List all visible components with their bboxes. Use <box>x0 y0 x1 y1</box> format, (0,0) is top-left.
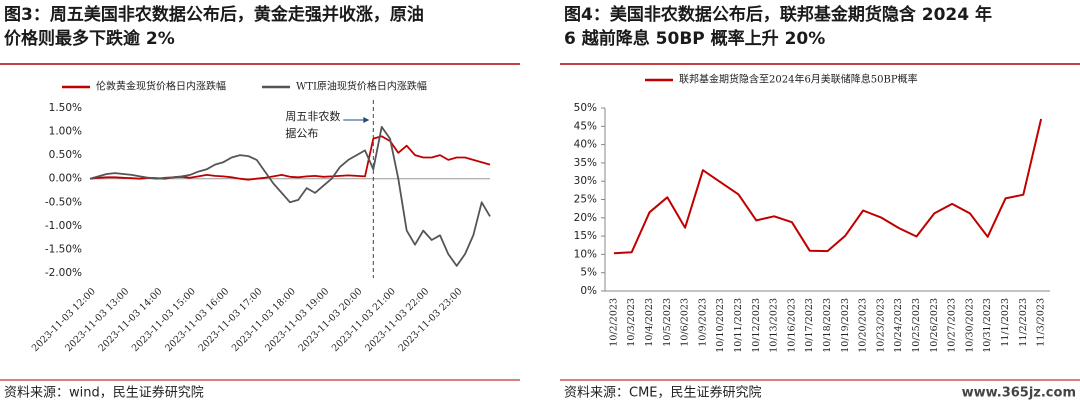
x-tick-label: 10/27/2023 <box>947 298 958 353</box>
y-tick-label: 0.00% <box>49 173 82 185</box>
x-tick-label: 11/3/2023 <box>1036 298 1047 347</box>
x-tick-label: 10/10/2023 <box>715 298 726 353</box>
y-tick-label: 25% <box>574 194 597 206</box>
x-tick-label: 10/4/2023 <box>644 298 655 347</box>
y-tick-label: -2.00% <box>45 267 82 279</box>
x-tick-label: 11/2/2023 <box>1018 298 1029 347</box>
y-tick-label: 40% <box>574 139 597 151</box>
legend-label: 联邦基金期货隐含至2024年6月美联储降息50BP概率 <box>679 73 918 86</box>
y-tick-label: -1.00% <box>45 220 82 232</box>
annotation: 周五非农数 <box>285 109 340 123</box>
x-tick-label: 11/1/2023 <box>1000 298 1011 347</box>
y-tick-label: 10% <box>574 248 597 260</box>
legend-label: 伦敦黄金现货价格日内涨跌幅 <box>96 80 226 93</box>
x-tick-label: 2023-11-03 17:00 <box>197 286 265 354</box>
x-tick-label: 10/16/2023 <box>786 298 797 353</box>
annotation: 据公布 <box>285 126 318 140</box>
x-tick-label: 10/20/2023 <box>858 298 869 353</box>
y-tick-label: -0.50% <box>45 196 82 208</box>
watermark: www.365jz.com <box>962 386 1076 401</box>
x-tick-label: 10/5/2023 <box>662 298 673 347</box>
x-tick-label: 10/30/2023 <box>964 298 975 353</box>
x-tick-label: 2023-11-03 18:00 <box>230 286 298 354</box>
y-tick-label: 1.50% <box>49 102 82 114</box>
series-line <box>89 135 491 181</box>
series-line <box>89 126 491 267</box>
source: 资料来源：CME，民生证券研究院 <box>564 385 762 401</box>
y-tick-label: 0.50% <box>49 149 82 161</box>
y-tick-label: 15% <box>574 230 597 242</box>
x-tick-label: 10/2/2023 <box>608 298 619 347</box>
x-tick-label: 10/24/2023 <box>893 298 904 353</box>
chart-title: 图3：周五美国非农数据公布后，黄金走强并收涨，原油 <box>4 4 424 25</box>
y-tick-label: 20% <box>574 212 597 224</box>
x-tick-label: 2023-11-03 13:00 <box>63 286 131 354</box>
y-tick-label: 45% <box>574 120 597 132</box>
x-tick-label: 10/17/2023 <box>804 298 815 353</box>
y-tick-label: 35% <box>574 157 597 169</box>
series-line <box>613 118 1043 255</box>
chart-title: 价格则最多下跌逾 2% <box>4 28 175 49</box>
x-tick-label: 2023-11-03 14:00 <box>97 286 165 354</box>
y-tick-label: 1.00% <box>49 126 82 138</box>
y-tick-label: -1.50% <box>45 243 82 255</box>
x-tick-label: 10/3/2023 <box>626 298 637 347</box>
x-tick-label: 2023-11-03 20:00 <box>297 286 365 354</box>
chart-title: 图4：美国非农数据公布后，联邦基金期货隐含 2024 年 <box>564 4 992 25</box>
x-tick-label: 2023-11-03 15:00 <box>130 286 198 354</box>
x-tick-label: 10/31/2023 <box>982 298 993 353</box>
y-tick-label: 30% <box>574 175 597 187</box>
arrow-head <box>363 117 370 123</box>
x-tick-label: 10/23/2023 <box>875 298 886 353</box>
x-tick-label: 2023-11-03 22:00 <box>363 286 431 354</box>
x-tick-label: 2023-11-03 16:00 <box>163 286 231 354</box>
y-tick-label: 0% <box>580 285 597 297</box>
x-tick-label: 10/13/2023 <box>769 298 780 353</box>
x-tick-label: 10/25/2023 <box>911 298 922 353</box>
x-tick-label: 2023-11-03 12:00 <box>30 286 98 354</box>
x-tick-label: 2023-11-03 21:00 <box>330 286 398 354</box>
x-tick-label: 10/6/2023 <box>680 298 691 347</box>
legend-label: WTI原油现货价格日内涨跌幅 <box>296 80 427 93</box>
x-tick-label: 10/11/2023 <box>733 298 744 353</box>
chart-title: 6 越前降息 50BP 概率上升 20% <box>564 28 825 49</box>
x-tick-label: 10/18/2023 <box>822 298 833 353</box>
x-tick-label: 10/26/2023 <box>929 298 940 353</box>
x-tick-label: 10/19/2023 <box>840 298 851 353</box>
y-tick-label: 5% <box>580 267 597 279</box>
x-tick-label: 2023-11-03 23:00 <box>397 286 465 354</box>
x-tick-label: 2023-11-03 19:00 <box>263 286 331 354</box>
source: 资料来源：wind，民生证券研究院 <box>4 385 204 401</box>
y-tick-label: 50% <box>574 102 597 114</box>
x-tick-label: 10/9/2023 <box>697 298 708 347</box>
x-tick-label: 10/12/2023 <box>751 298 762 353</box>
